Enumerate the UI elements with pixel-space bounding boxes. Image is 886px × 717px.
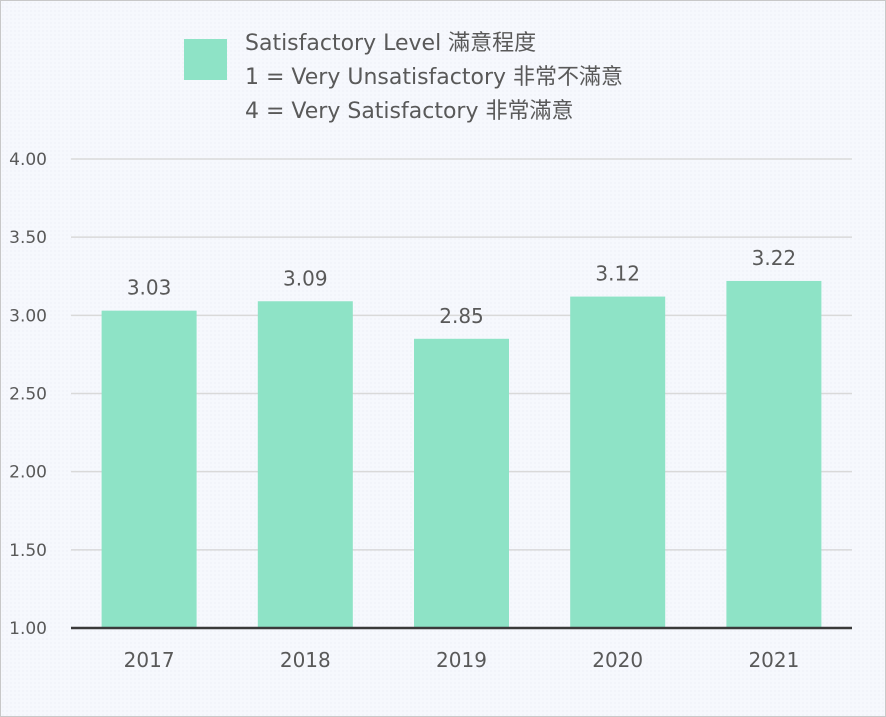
y-tick-label: 1.00 <box>9 619 47 639</box>
data-label: 2.85 <box>439 304 484 328</box>
legend-text: Satisfactory Level 滿意程度 1 = Very Unsatis… <box>245 27 685 129</box>
x-tick-label: 2018 <box>280 648 331 672</box>
data-label: 3.03 <box>127 276 172 300</box>
x-tick-label: 2019 <box>436 648 487 672</box>
legend-swatch <box>184 39 227 80</box>
legend-scale-max-note: 4 = Very Satisfactory 非常滿意 <box>245 99 574 124</box>
legend-scale-min-note: 1 = Very Unsatisfactory 非常不滿意 <box>245 65 624 90</box>
y-tick-label: 2.50 <box>9 385 47 405</box>
x-tick-label: 2020 <box>592 648 643 672</box>
legend-series-name: Satisfactory Level 滿意程度 <box>245 31 537 56</box>
bar <box>101 310 197 628</box>
bars <box>101 280 822 628</box>
data-label: 3.12 <box>595 262 640 286</box>
data-labels: 3.03 3.09 2.85 3.12 3.22 <box>127 246 796 328</box>
y-tick-label: 4.00 <box>9 150 47 170</box>
y-tick-label: 3.00 <box>9 306 47 326</box>
y-tick-label: 3.50 <box>9 228 47 248</box>
bar <box>414 338 509 628</box>
data-label: 3.22 <box>752 246 797 270</box>
data-label: 3.09 <box>283 266 328 290</box>
y-tick-label: 2.00 <box>9 463 47 483</box>
x-tick-labels: 2017 2018 2019 2020 2021 <box>124 648 800 672</box>
y-tick-label: 1.50 <box>9 541 47 561</box>
x-tick-label: 2021 <box>748 648 799 672</box>
bar <box>726 280 822 628</box>
bar <box>257 301 353 628</box>
x-tick-label: 2017 <box>124 648 175 672</box>
y-tick-labels: 1.00 1.50 2.00 2.50 3.00 3.50 4.00 <box>9 150 47 639</box>
bar <box>570 296 666 628</box>
